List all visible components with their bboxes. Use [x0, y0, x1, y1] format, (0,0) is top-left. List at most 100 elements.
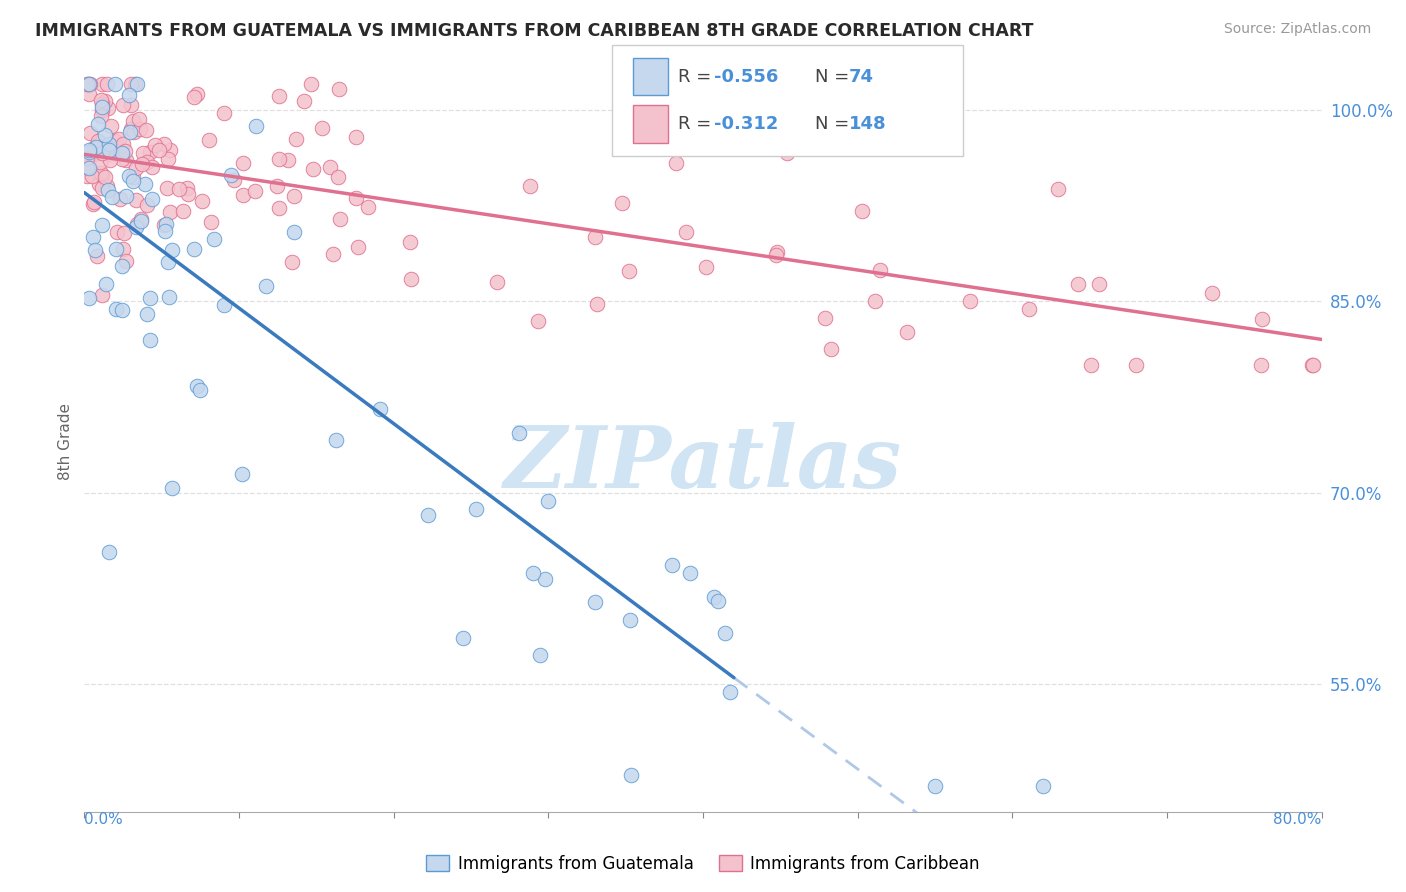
Point	[329, 211, 352, 226]
Point	[1047, 182, 1070, 196]
Point	[1201, 285, 1223, 300]
Point	[820, 342, 842, 356]
Point	[399, 235, 422, 250]
Point	[120, 77, 142, 91]
Point	[718, 685, 741, 699]
Point	[139, 333, 162, 347]
Point	[285, 132, 308, 146]
Point	[281, 255, 304, 269]
Point	[159, 205, 181, 219]
Point	[77, 87, 100, 102]
Point	[77, 161, 100, 176]
Y-axis label: 8th Grade: 8th Grade	[58, 403, 73, 480]
Point	[111, 259, 134, 273]
Point	[451, 631, 474, 645]
Point	[104, 242, 127, 256]
Point	[863, 294, 886, 309]
Text: 80.0%: 80.0%	[1274, 812, 1322, 827]
Point	[1125, 358, 1147, 372]
Point	[91, 139, 114, 153]
Point	[132, 145, 155, 160]
Point	[86, 249, 108, 263]
Point	[188, 383, 211, 397]
Point	[612, 195, 634, 210]
Point	[83, 147, 105, 161]
Point	[219, 169, 242, 183]
Point	[769, 109, 792, 123]
Point	[346, 240, 368, 254]
Point	[82, 196, 104, 211]
Point	[76, 151, 98, 165]
Point	[111, 98, 134, 112]
Text: 74: 74	[849, 68, 875, 86]
Point	[108, 131, 131, 145]
Point	[90, 287, 112, 301]
Point	[183, 90, 205, 104]
Point	[159, 143, 181, 157]
Point	[94, 277, 117, 291]
Point	[89, 155, 111, 169]
Point	[418, 508, 440, 522]
Text: -0.312: -0.312	[714, 115, 779, 133]
Point	[125, 220, 148, 235]
Point	[125, 217, 148, 231]
Point	[141, 192, 163, 206]
Point	[139, 291, 162, 305]
Point	[399, 271, 422, 285]
Legend: Immigrants from Guatemala, Immigrants from Caribbean: Immigrants from Guatemala, Immigrants fr…	[419, 848, 987, 880]
Text: R =: R =	[678, 68, 717, 86]
Point	[90, 93, 112, 107]
Point	[98, 545, 121, 559]
Point	[76, 169, 98, 184]
Point	[896, 325, 918, 339]
Point	[135, 123, 157, 137]
Point	[198, 133, 221, 147]
Point	[131, 157, 153, 171]
Point	[620, 768, 643, 782]
Point	[91, 77, 114, 91]
Point	[283, 188, 305, 202]
Point	[76, 77, 98, 91]
Point	[1302, 358, 1324, 372]
Point	[319, 161, 342, 175]
Point	[96, 178, 118, 193]
Point	[122, 174, 145, 188]
Point	[112, 226, 135, 240]
Point	[115, 254, 138, 268]
Point	[148, 143, 170, 157]
Point	[131, 213, 153, 227]
Point	[96, 77, 118, 91]
Text: N =: N =	[815, 115, 855, 133]
Point	[1088, 277, 1111, 291]
Point	[77, 145, 100, 159]
Point	[91, 181, 114, 195]
Point	[519, 179, 541, 194]
Point	[96, 141, 118, 155]
Point	[619, 613, 641, 627]
Point	[94, 170, 117, 185]
Point	[368, 402, 391, 417]
Point	[533, 573, 555, 587]
Point	[111, 146, 134, 161]
Point	[77, 143, 100, 157]
Point	[328, 82, 350, 96]
Point	[1032, 779, 1054, 793]
Point	[111, 242, 134, 256]
Point	[97, 101, 120, 115]
Point	[814, 311, 837, 326]
Point	[702, 591, 724, 605]
Point	[537, 494, 560, 508]
Point	[90, 166, 112, 180]
Point	[125, 161, 148, 175]
Point	[186, 87, 208, 101]
Point	[851, 204, 873, 219]
Point	[326, 169, 349, 184]
Point	[679, 566, 702, 581]
Point	[91, 97, 114, 112]
Point	[583, 229, 606, 244]
Point	[157, 153, 180, 167]
Point	[118, 88, 141, 103]
Text: ZIPatlas: ZIPatlas	[503, 422, 903, 506]
Point	[214, 106, 236, 120]
Point	[94, 94, 117, 108]
